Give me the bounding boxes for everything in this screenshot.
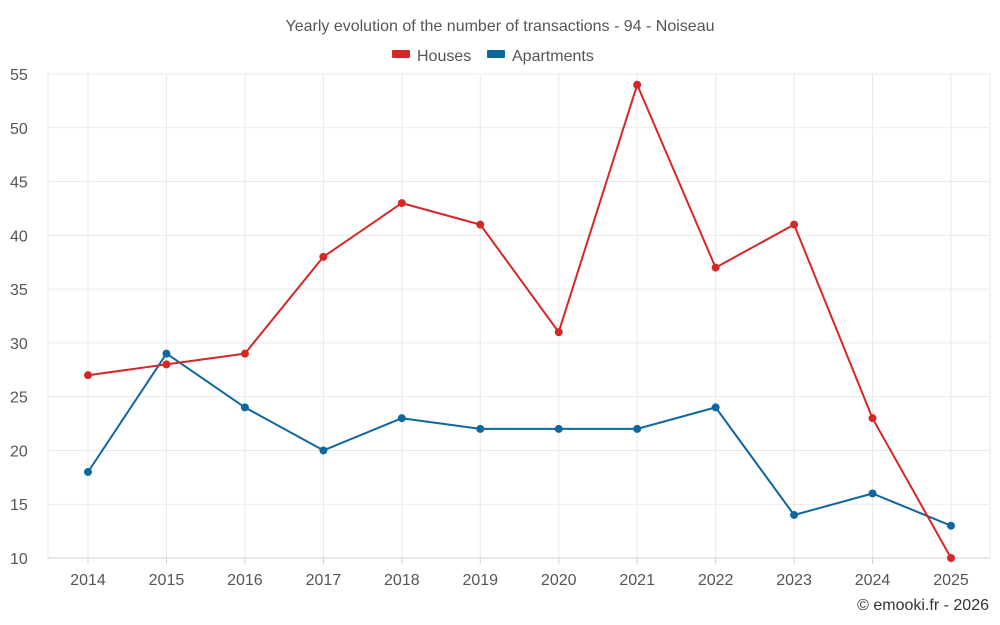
- data-point-houses-2014[interactable]: [84, 371, 92, 380]
- x-tick-label: 2020: [541, 572, 577, 589]
- legend-label-houses[interactable]: Houses: [417, 48, 471, 65]
- data-point-apartments-2019[interactable]: [476, 424, 485, 433]
- data-point-apartments-2024[interactable]: [868, 489, 877, 498]
- data-point-houses-2015[interactable]: [162, 360, 171, 369]
- credit-text: © emooki.fr - 2026: [857, 597, 989, 614]
- legend-label-apartments[interactable]: Apartments: [512, 48, 594, 65]
- y-tick-label: 25: [10, 390, 28, 407]
- x-tick-label: 2018: [384, 572, 420, 589]
- x-tick-label: 2021: [619, 572, 655, 589]
- data-point-apartments-2023[interactable]: [790, 510, 799, 519]
- x-grid: [47, 74, 991, 558]
- data-point-houses-2019[interactable]: [476, 220, 485, 229]
- series-line-apartments: [87, 352, 952, 527]
- y-axis-ticks: 10 15 20 25 30 35 40 45 50 55: [10, 67, 28, 568]
- series-houses: [84, 80, 955, 562]
- y-tick-label: 15: [10, 497, 28, 514]
- series-apartments: [84, 349, 955, 530]
- data-point-houses-2021[interactable]: [633, 80, 642, 89]
- data-point-houses-2024[interactable]: [868, 414, 877, 423]
- data-point-apartments-2016[interactable]: [240, 403, 249, 412]
- data-point-houses-2025[interactable]: [947, 554, 955, 562]
- x-tick-label: 2016: [227, 572, 263, 589]
- series-layer: [84, 80, 955, 562]
- x-tick-label: 2022: [698, 572, 734, 589]
- x-tick-label: 2024: [855, 572, 891, 589]
- data-point-apartments-2020[interactable]: [554, 424, 563, 433]
- x-tick-label: 2025: [933, 572, 969, 589]
- x-tick-label: 2019: [462, 572, 498, 589]
- y-tick-label: 50: [10, 121, 28, 138]
- data-point-apartments-2021[interactable]: [633, 424, 642, 433]
- legend: Houses Apartments: [392, 48, 594, 65]
- x-tick-label: 2017: [306, 572, 342, 589]
- data-point-houses-2018[interactable]: [397, 199, 406, 208]
- data-point-apartments-2017[interactable]: [319, 446, 328, 455]
- y-tick-label: 45: [10, 175, 28, 192]
- series-line-houses: [87, 83, 952, 559]
- y-grid: [48, 73, 990, 505]
- data-point-houses-2016[interactable]: [240, 349, 249, 358]
- x-tick-label: 2014: [70, 572, 106, 589]
- x-tick-label: 2015: [149, 572, 185, 589]
- data-point-houses-2017[interactable]: [319, 252, 328, 261]
- data-point-houses-2022[interactable]: [711, 263, 720, 272]
- data-point-apartments-2025[interactable]: [947, 521, 955, 530]
- data-point-apartments-2022[interactable]: [711, 403, 720, 412]
- y-tick-label: 10: [10, 551, 28, 568]
- y-tick-label: 55: [10, 67, 28, 84]
- data-point-apartments-2018[interactable]: [397, 414, 406, 423]
- data-point-houses-2023[interactable]: [790, 220, 799, 229]
- chart-title: Yearly evolution of the number of transa…: [286, 18, 715, 35]
- y-tick-label: 20: [10, 443, 28, 460]
- y-tick-label: 40: [10, 228, 28, 245]
- data-point-apartments-2014[interactable]: [84, 467, 92, 476]
- data-point-apartments-2015[interactable]: [162, 349, 171, 358]
- x-tick-label: 2023: [776, 572, 812, 589]
- legend-swatch-apartments: [487, 50, 505, 58]
- y-tick-label: 30: [10, 336, 28, 353]
- data-point-houses-2020[interactable]: [554, 328, 563, 337]
- x-axis-ticks: 2014 2015 2016 2017 2018 2019 2020 2021 2022 2023…: [70, 558, 969, 589]
- legend-swatch-houses: [392, 50, 410, 58]
- y-tick-label: 35: [10, 282, 28, 299]
